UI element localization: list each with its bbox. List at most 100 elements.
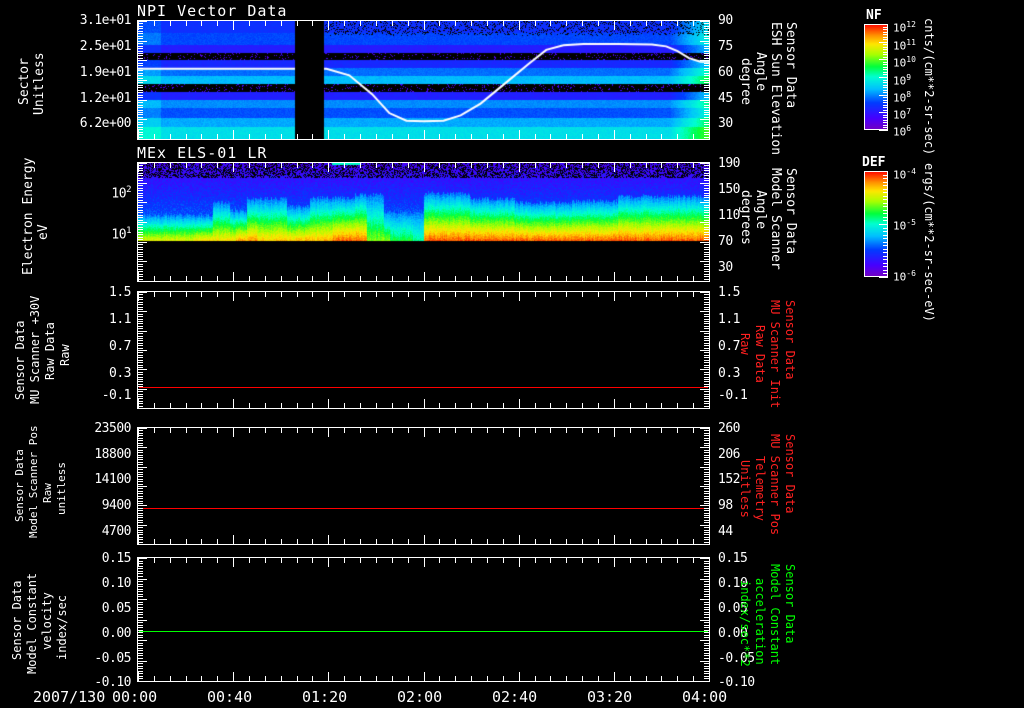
velocity-right-title-1: Model Constant: [768, 564, 782, 666]
els-rtick-0: 190: [718, 156, 740, 171]
scannerpos-ytick-1: 18800: [94, 447, 131, 462]
plot-frame-npi: [137, 20, 710, 140]
scannerpos-left-ticks: [138, 428, 147, 545]
trace-mu-scanner-init: [139, 387, 708, 388]
spectrogram-els: [138, 163, 709, 281]
mu30v-rtick-4: -0.1: [718, 388, 748, 403]
npi-rtick-1: 75: [718, 39, 733, 54]
colorbar-title-def: DEF: [862, 155, 886, 170]
els-right-title-3: degrees: [738, 190, 753, 245]
mu30v-top-ticks: [138, 292, 710, 301]
trace-mu-scanner-pos-telemetry: [139, 508, 708, 509]
els-right-ticks: [700, 163, 709, 282]
scannerpos-right-ticks: [700, 428, 709, 545]
velocity-rtick-5: -0.10: [718, 675, 755, 690]
mu30v-right-title-3: Raw: [738, 333, 752, 355]
velocity-left-ticks: [138, 558, 147, 682]
time-tick-5: 03:20: [587, 688, 633, 706]
spectrogram-npi: [138, 21, 709, 139]
mu30v-ytick-4: -0.1: [101, 388, 132, 403]
npi-ytick-2: 1.9e+01: [79, 65, 132, 80]
els-bottom-ticks: [138, 272, 710, 281]
plot-frame-els: [137, 162, 710, 282]
scannerpos-bottom-ticks: [138, 535, 710, 544]
mu30v-ytick-3: 0.3: [109, 366, 131, 381]
npi-rtick-4: 30: [718, 116, 733, 131]
mu30v-left-ticks: [138, 292, 147, 409]
scannerpos-ytick-4: 4700: [101, 524, 132, 539]
mu30v-rtick-3: 0.3: [718, 366, 740, 381]
scannerpos-rtick-0: 260: [718, 421, 740, 436]
colorbar-def-ticks: [864, 171, 888, 278]
npi-right-title-0: Sensor Data: [783, 22, 798, 109]
time-tick-1: 00:40: [207, 688, 253, 706]
colorbar-nf-unit: cnts/(cm**2-sr-sec): [922, 18, 936, 156]
scannerpos-top-ticks: [138, 428, 710, 437]
velocity-right-ticks: [700, 558, 709, 682]
cb-nf-lab-0: 1012: [893, 20, 916, 35]
scannerpos-left-title-2: Raw: [41, 483, 54, 503]
panel-title-npi: NPI Vector Data: [137, 2, 288, 20]
npi-left-title-0: Sector: [17, 58, 32, 105]
velocity-rtick-0: 0.15: [718, 551, 748, 566]
velocity-left-title-2: velocity: [40, 592, 54, 650]
velocity-ytick-4: -0.05: [94, 651, 131, 666]
scannerpos-ytick-0: 23500: [94, 421, 131, 436]
cb-nf-lab-6: 106: [893, 124, 912, 139]
mu30v-right-title-1: MU Scanner Init: [768, 300, 782, 409]
cb-nf-lab-5: 107: [893, 107, 912, 122]
velocity-top-ticks: [138, 558, 710, 567]
els-ytick-1: 101: [111, 226, 131, 243]
velocity-rtick-2: 0.05: [718, 601, 748, 616]
npi-right-title-2: Angle: [753, 52, 768, 92]
velocity-left-title-3: index/sec: [55, 594, 69, 660]
npi-left-ticks: [138, 21, 147, 140]
velocity-ytick-5: -0.10: [94, 675, 131, 690]
velocity-ytick-3: 0.00: [101, 626, 132, 641]
velocity-right-title-0: Sensor Data: [783, 564, 797, 644]
velocity-bottom-ticks: [138, 672, 710, 681]
els-left-title-0: Electron Energy: [21, 157, 36, 275]
time-date-label: 2007/130: [33, 688, 106, 706]
npi-ytick-4: 6.2e+00: [79, 116, 132, 131]
els-rtick-4: 30: [718, 260, 733, 275]
colorbar-title-nf: NF: [866, 8, 882, 23]
npi-rtick-2: 60: [718, 65, 733, 80]
mu30v-ytick-0: 1.5: [109, 285, 131, 300]
mu30v-rtick-0: 1.5: [718, 285, 740, 300]
velocity-rtick-4: -0.05: [718, 651, 755, 666]
npi-right-title-1: ESH Sun Elevation: [768, 22, 783, 156]
cb-nf-lab-3: 109: [893, 73, 912, 88]
npi-rtick-3: 45: [718, 91, 733, 106]
npi-ytick-3: 1.2e+01: [79, 91, 132, 106]
scannerpos-right-title-1: MU Scanner Pos: [768, 434, 782, 536]
els-ytick-0: 102: [111, 185, 131, 202]
colorbar-nf-ticks: [864, 24, 888, 131]
mu30v-rtick-2: 0.7: [718, 339, 740, 354]
cb-nf-lab-4: 108: [893, 90, 912, 105]
npi-ytick-1: 2.5e+01: [79, 39, 132, 54]
time-tick-4: 02:40: [492, 688, 538, 706]
velocity-ytick-0: 0.15: [101, 551, 132, 566]
npi-rtick-0: 90: [718, 13, 733, 28]
plot-frame-velocity: [137, 557, 710, 682]
mu30v-left-title-2: Raw Data: [43, 322, 57, 380]
scannerpos-right-title-2: Telemetry: [753, 456, 767, 522]
scannerpos-ytick-3: 9400: [101, 498, 132, 513]
time-tick-3: 02:00: [397, 688, 443, 706]
trace-model-constant-acceleration: [139, 631, 708, 632]
mu30v-left-title-3: Raw: [58, 344, 72, 366]
els-left-ticks: [138, 163, 147, 282]
els-top-ticks: [138, 163, 710, 172]
time-tick-0: 00:00: [112, 688, 158, 706]
velocity-rtick-1: 0.10: [718, 576, 748, 591]
time-tick-2: 01:20: [302, 688, 348, 706]
velocity-ytick-1: 0.10: [101, 576, 132, 591]
mu30v-right-title-2: Raw Data: [753, 325, 767, 383]
els-rtick-1: 150: [718, 182, 740, 197]
npi-right-title-3: degree: [738, 58, 753, 105]
cb-def-lab-2: 10-6: [893, 269, 916, 284]
plot-frame-mu30v: [137, 291, 710, 409]
scannerpos-right-title-3: Unitless: [738, 460, 752, 518]
velocity-left-title-0: Sensor Data: [10, 580, 24, 660]
